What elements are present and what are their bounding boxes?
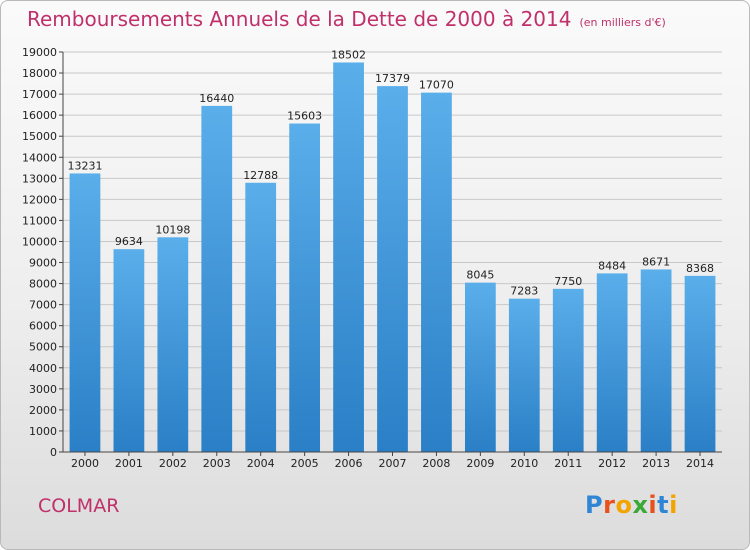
x-tick-label-2009: 2009 bbox=[466, 457, 494, 470]
bar-2003 bbox=[201, 105, 233, 452]
x-tick-label-2000: 2000 bbox=[71, 457, 99, 470]
y-tick-label: 17000 bbox=[22, 88, 57, 101]
x-tick-label-2002: 2002 bbox=[159, 457, 187, 470]
x-tick-label-2011: 2011 bbox=[554, 457, 582, 470]
value-label-2001: 9634 bbox=[115, 235, 143, 248]
logo-letter: i bbox=[669, 491, 678, 519]
bar-2002 bbox=[157, 237, 189, 452]
axes: 0 1000 2000 3000 4000 5000 6000 7000 8000 9000 100… bbox=[22, 46, 722, 470]
x-tick-label-2003: 2003 bbox=[203, 457, 231, 470]
bar-2001 bbox=[113, 249, 145, 452]
chart-title: Remboursements Annuels de la Dette de 20… bbox=[27, 7, 666, 31]
x-tick-label-2006: 2006 bbox=[335, 457, 363, 470]
bar-2012 bbox=[596, 273, 628, 452]
y-tick-label: 14000 bbox=[22, 151, 57, 164]
bar-2008 bbox=[421, 92, 452, 452]
x-tick-label-2004: 2004 bbox=[247, 457, 275, 470]
y-tick-label: 16000 bbox=[22, 109, 57, 122]
value-label-2005: 15603 bbox=[287, 110, 322, 123]
y-tick-label: 10000 bbox=[22, 235, 57, 248]
x-tick-label-2005: 2005 bbox=[291, 457, 319, 470]
logo-letter: P bbox=[585, 491, 604, 519]
city-name: COLMAR bbox=[38, 495, 120, 517]
logo-letter: r bbox=[603, 491, 616, 519]
value-label-2007: 17379 bbox=[375, 72, 410, 85]
bar-2013 bbox=[640, 269, 672, 452]
y-tick-label: 4000 bbox=[29, 362, 57, 375]
bar-2000 bbox=[69, 173, 101, 452]
y-tick-label: 13000 bbox=[22, 172, 57, 185]
logo-letter: i bbox=[648, 491, 658, 519]
y-tick-label: 3000 bbox=[29, 383, 57, 396]
bar-2007 bbox=[377, 86, 408, 452]
x-tick-label-2012: 2012 bbox=[598, 457, 626, 470]
bar-2010 bbox=[508, 298, 540, 452]
value-label-2010: 7283 bbox=[510, 285, 538, 298]
y-tick-label: 1000 bbox=[29, 425, 57, 438]
x-tick-label-2007: 2007 bbox=[379, 457, 407, 470]
y-tick-label: 19000 bbox=[22, 46, 57, 59]
bars: 13231 9634 10198 16440 12788 15603 18502 17379 1… bbox=[67, 48, 716, 453]
y-tick-label: 5000 bbox=[29, 341, 57, 354]
value-label-2008: 17070 bbox=[419, 79, 454, 92]
y-tick-label: 18000 bbox=[22, 67, 57, 80]
value-label-2000: 13231 bbox=[67, 159, 102, 172]
logo-letter: t bbox=[657, 491, 670, 519]
logo-letter: x bbox=[632, 491, 649, 519]
value-label-2004: 12788 bbox=[243, 169, 278, 182]
x-tick-label-2013: 2013 bbox=[642, 457, 670, 470]
x-tick-label-2014: 2014 bbox=[686, 457, 714, 470]
value-label-2006: 18502 bbox=[331, 48, 366, 61]
y-tick-label: 2000 bbox=[29, 404, 57, 417]
y-tick-label: 8000 bbox=[29, 278, 57, 291]
y-tick-label: 15000 bbox=[22, 130, 57, 143]
value-label-2012: 8484 bbox=[598, 259, 626, 272]
x-tick-label-2001: 2001 bbox=[115, 457, 143, 470]
y-tick-label: 9000 bbox=[29, 257, 57, 270]
value-label-2014: 8368 bbox=[686, 262, 714, 275]
bar-2011 bbox=[552, 288, 584, 452]
x-tick-label-2010: 2010 bbox=[510, 457, 538, 470]
y-tick-label: 0 bbox=[50, 446, 57, 459]
proxiti-logo: Proxiti bbox=[585, 491, 678, 519]
chart-title-unit: (en milliers d'€) bbox=[579, 16, 666, 29]
value-label-2011: 7750 bbox=[554, 275, 582, 288]
value-label-2009: 8045 bbox=[466, 269, 494, 282]
y-tick-label: 12000 bbox=[22, 193, 57, 206]
y-tick-label: 11000 bbox=[22, 214, 57, 227]
y-tick-label: 6000 bbox=[29, 320, 57, 333]
x-tick-label-2008: 2008 bbox=[422, 457, 450, 470]
bar-2005 bbox=[289, 123, 321, 452]
bar-2014 bbox=[684, 275, 716, 452]
value-label-2003: 16440 bbox=[199, 92, 234, 105]
bar-2009 bbox=[464, 282, 496, 452]
value-label-2013: 8671 bbox=[642, 255, 670, 268]
bar-2006 bbox=[333, 62, 364, 452]
y-tick-label: 7000 bbox=[29, 299, 57, 312]
logo-letter: o bbox=[615, 491, 633, 519]
chart-title-main: Remboursements Annuels de la Dette de 20… bbox=[27, 7, 572, 31]
value-label-2002: 10198 bbox=[155, 223, 190, 236]
bar-2004 bbox=[245, 182, 277, 453]
